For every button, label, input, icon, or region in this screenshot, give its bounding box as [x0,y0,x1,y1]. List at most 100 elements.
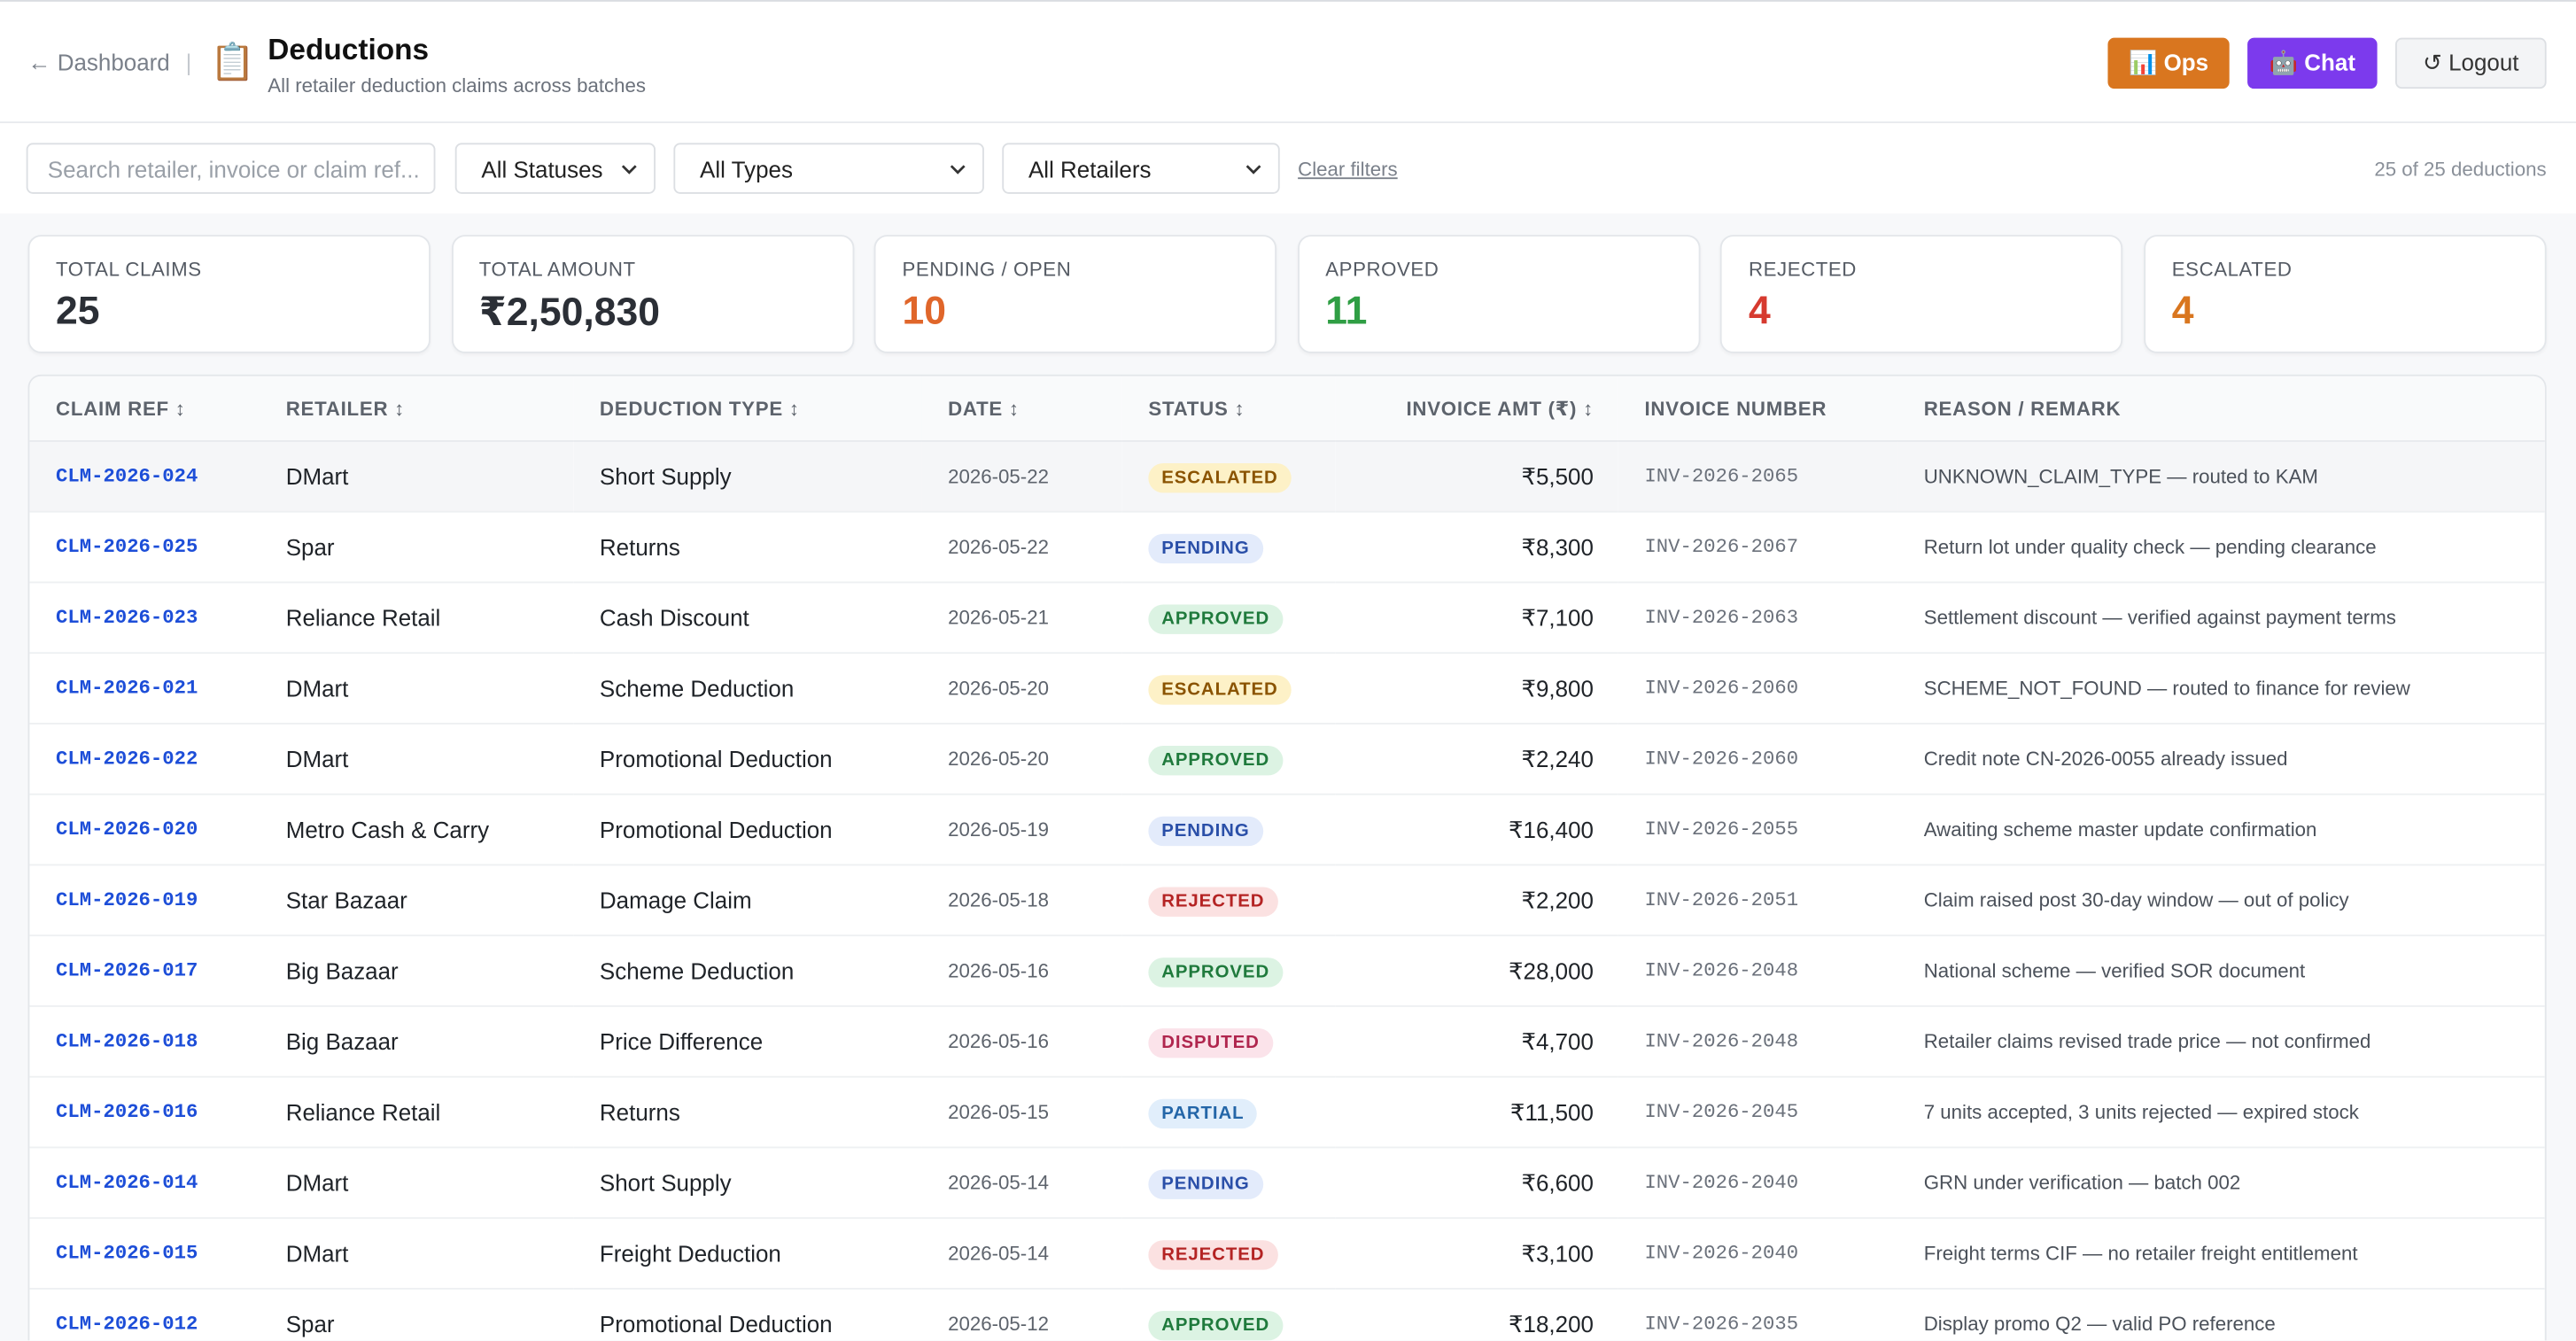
status-select[interactable]: All Statuses [454,143,656,194]
table-row[interactable]: CLM-2026-022 DMart Promotional Deduction 20… [29,723,2545,795]
reason: Display promo Q2 — valid PO reference [1897,1288,2545,1341]
deduction-type: Returns [573,1076,922,1149]
claim-ref[interactable]: CLM-2026-016 [29,1076,260,1149]
stat-label: TOTAL CLAIMS [56,258,202,282]
retailer-select[interactable]: All Retailers [1002,143,1280,194]
claim-ref[interactable]: CLM-2026-012 [29,1288,260,1341]
invoice-amount: ₹4,700 [1335,1005,1618,1078]
claim-ref[interactable]: CLM-2026-017 [29,935,260,1007]
clear-filters[interactable]: Clear filters [1298,158,1398,182]
table-row[interactable]: CLM-2026-019 Star Bazaar Damage Claim 2026-… [29,864,2545,937]
table-row[interactable]: CLM-2026-012 Spar Promotional Deduction 202… [29,1288,2545,1341]
invoice-amount: ₹7,100 [1335,582,1618,655]
stat-card: REJECTED 4 [1720,235,2123,353]
reason: Claim raised post 30-day window — out of… [1897,864,2545,937]
status-cell: APPROVED [1121,582,1336,655]
logout-button[interactable]: ↺ Logout [2395,37,2547,89]
deduction-type: Promotional Deduction [573,794,922,866]
date: 2026-05-19 [921,794,1122,866]
status-cell: APPROVED [1121,935,1336,1007]
stat-label: ESCALATED [2171,258,2293,282]
status-badge: ESCALATED [1148,462,1292,492]
date: 2026-05-14 [921,1147,1122,1220]
retailer: Metro Cash & Carry [260,794,574,866]
ops-button[interactable]: 📊 Ops [2107,37,2230,89]
retailer: DMart [260,723,574,795]
date: 2026-05-22 [921,440,1122,513]
result-count: 25 of 25 deductions [2374,158,2547,182]
invoice-number: INV-2026-2065 [1618,440,1898,513]
date: 2026-05-16 [921,1005,1122,1078]
claim-ref[interactable]: CLM-2026-019 [29,864,260,937]
table-row[interactable]: CLM-2026-015 DMart Freight Deduction 2026-0… [29,1218,2545,1290]
deduction-type: Scheme Deduction [573,653,922,725]
invoice-number: INV-2026-2060 [1618,653,1898,725]
claim-ref[interactable]: CLM-2026-022 [29,723,260,795]
table-row[interactable]: CLM-2026-017 Big Bazaar Scheme Deduction 20… [29,935,2545,1007]
table-row[interactable]: CLM-2026-023 Reliance Retail Cash Discount… [29,582,2545,655]
date: 2026-05-20 [921,723,1122,795]
reason: UNKNOWN_CLAIM_TYPE — routed to KAM [1897,440,2545,513]
status-cell: PARTIAL [1121,1076,1336,1149]
invoice-amount: ₹5,500 [1335,440,1618,513]
deductions-table: CLAIM REF ↕ RETAILER ↕ DEDUCTION TYPE ↕ DAT… [29,376,2545,1341]
column-header[interactable]: INVOICE AMT (₹) ↕ [1335,376,1618,442]
column-header[interactable]: DEDUCTION TYPE ↕ [573,376,922,442]
claim-ref[interactable]: CLM-2026-014 [29,1147,260,1220]
column-header[interactable]: DATE ↕ [921,376,1122,442]
deduction-type: Damage Claim [573,864,922,937]
deduction-type: Freight Deduction [573,1218,922,1290]
chevron [950,165,966,174]
stat-value: 10 [902,289,947,334]
back-link[interactable]: ← Dashboard [27,49,170,76]
claim-ref[interactable]: CLM-2026-018 [29,1005,260,1078]
claim-ref[interactable]: CLM-2026-025 [29,511,260,584]
stat-label: TOTAL AMOUNT [478,258,636,282]
status-badge: REJECTED [1148,1239,1278,1269]
invoice-number: INV-2026-2051 [1618,864,1898,937]
table-row[interactable]: CLM-2026-021 DMart Scheme Deduction 2026-05… [29,653,2545,725]
table-row[interactable]: CLM-2026-016 Reliance Retail Returns 2026-0… [29,1076,2545,1149]
retailer: Spar [260,511,574,584]
invoice-amount: ₹9,800 [1335,653,1618,725]
claim-ref[interactable]: CLM-2026-024 [29,440,260,513]
page-title: Deductions [268,33,430,66]
search-input[interactable]: Search retailer, invoice or claim ref... [26,143,436,194]
header: ← Dashboard | 📋 Deductions All retailer … [0,0,2576,124]
status-cell: APPROVED [1121,1288,1336,1341]
table-row[interactable]: CLM-2026-018 Big Bazaar Price Difference 20… [29,1005,2545,1078]
status-cell: REJECTED [1121,864,1336,937]
invoice-number: INV-2026-2035 [1618,1288,1898,1341]
retailer: Big Bazaar [260,1005,574,1078]
reason: GRN under verification — batch 002 [1897,1147,2545,1220]
invoice-number: INV-2026-2055 [1618,794,1898,866]
claim-ref[interactable]: CLM-2026-020 [29,794,260,866]
table-row[interactable]: CLM-2026-024 DMart Short Supply 2026-05-22 E… [29,440,2545,513]
claim-ref[interactable]: CLM-2026-021 [29,653,260,725]
claim-ref[interactable]: CLM-2026-015 [29,1218,260,1290]
table-row[interactable]: CLM-2026-020 Metro Cash & Carry Promotiona… [29,794,2545,866]
status-cell: REJECTED [1121,1218,1336,1290]
column-header[interactable]: RETAILER ↕ [260,376,574,442]
reason: Return lot under quality check — pending… [1897,511,2545,584]
column-header[interactable]: STATUS ↕ [1121,376,1336,442]
chat-button[interactable]: 🤖 Chat [2247,37,2378,89]
retailer: DMart [260,1218,574,1290]
status-badge: DISPUTED [1148,1027,1273,1058]
stat-card: ESCALATED 4 [2144,235,2547,353]
type-select[interactable]: All Types [673,143,984,194]
column-header[interactable]: CLAIM REF ↕ [29,376,260,442]
claim-ref[interactable]: CLM-2026-023 [29,582,260,655]
reason: Awaiting scheme master update confirmati… [1897,794,2545,866]
table-row[interactable]: CLM-2026-014 DMart Short Supply 2026-05-14 P… [29,1147,2545,1220]
table-row[interactable]: CLM-2026-025 Spar Returns 2026-05-22 PENDING… [29,511,2545,584]
invoice-amount: ₹8,300 [1335,511,1618,584]
status-cell: DISPUTED [1121,1005,1336,1078]
stat-label: APPROVED [1325,258,1439,282]
reason: 7 units accepted, 3 units rejected — exp… [1897,1076,2545,1149]
stat-card: TOTAL CLAIMS 25 [27,235,431,353]
page-subtitle: All retailer deduction claims across bat… [268,74,647,97]
stat-value: ₹2,50,830 [478,291,661,336]
date: 2026-05-20 [921,653,1122,725]
